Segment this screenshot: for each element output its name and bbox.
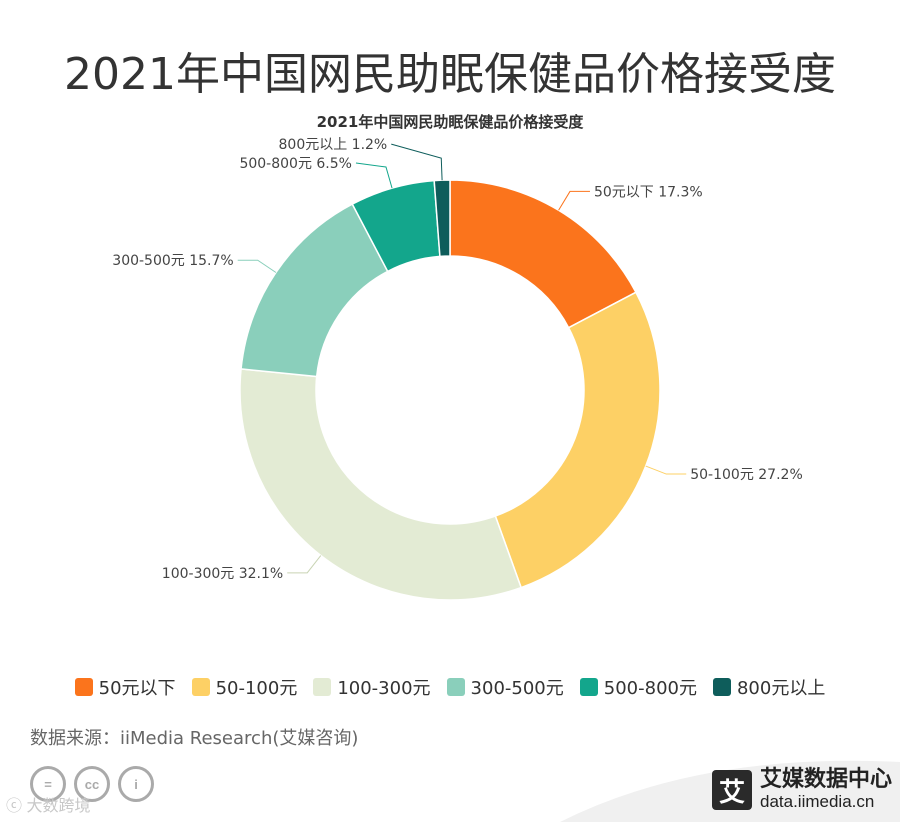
slice-5 bbox=[433, 179, 451, 258]
legend-swatch-5 bbox=[712, 678, 731, 696]
legend-swatch-2 bbox=[313, 678, 332, 696]
cc-equal-icon: = bbox=[30, 766, 66, 802]
slice-1 bbox=[494, 291, 661, 589]
legend-item-5: 800元以上 bbox=[712, 674, 826, 700]
legend-swatch-3 bbox=[446, 678, 465, 696]
data-label-1: 50-100元 27.2% bbox=[690, 467, 803, 483]
brand-name: 艾媒数据中心 bbox=[760, 767, 893, 792]
chart-legend: 50元以下 50-100元 100-300元 300-500元 500-800元 800元… bbox=[0, 674, 900, 700]
page-title: 2021年中国网民助眠保健品价格接受度 bbox=[64, 49, 836, 100]
legend-label-5: 800元以上 bbox=[736, 678, 826, 699]
data-label-5: 800元以上 1.2% bbox=[279, 137, 388, 153]
legend-swatch-0 bbox=[74, 678, 93, 696]
brand: 艾 艾媒数据中心 data.iimedia.cn bbox=[712, 768, 892, 812]
leader-line-3 bbox=[237, 259, 277, 273]
legend-swatch-1 bbox=[191, 678, 210, 696]
data-label-2: 100-300元 32.1% bbox=[162, 566, 283, 582]
license-icons: = cc i bbox=[30, 766, 154, 802]
data-label-0: 50元以下 17.3% bbox=[594, 184, 703, 200]
cc-logo-icon: cc bbox=[74, 766, 110, 802]
leader-line-1 bbox=[645, 465, 687, 475]
legend-item-0: 50元以下 bbox=[74, 674, 176, 700]
data-label-4: 500-800元 6.5% bbox=[239, 156, 352, 172]
slice-2 bbox=[239, 368, 523, 601]
legend-label-3: 300-500元 bbox=[470, 678, 564, 699]
legend-label-1: 50-100元 bbox=[215, 678, 298, 699]
data-source: 数据来源：iiMedia Research(艾媒咨询) bbox=[30, 728, 359, 749]
watermark: ⓒ 大数跨境 bbox=[6, 798, 91, 815]
legend-item-3: 300-500元 bbox=[446, 674, 564, 700]
brand-logo-icon: 艾 bbox=[712, 770, 752, 810]
legend-label-2: 100-300元 bbox=[337, 678, 431, 699]
legend-label-0: 50元以下 bbox=[98, 678, 176, 699]
cc-attribution-icon: i bbox=[118, 766, 154, 802]
leader-line-2 bbox=[287, 555, 322, 574]
leader-line-0 bbox=[558, 190, 590, 211]
leader-line-4 bbox=[355, 162, 393, 189]
chart-title: 2021年中国网民助眠保健品价格接受度 bbox=[316, 113, 584, 131]
legend-label-4: 500-800元 bbox=[603, 678, 697, 699]
slice-0 bbox=[449, 179, 637, 329]
legend-item-4: 500-800元 bbox=[579, 674, 697, 700]
leader-line-5 bbox=[391, 143, 443, 181]
legend-item-1: 50-100元 bbox=[191, 674, 298, 700]
legend-swatch-4 bbox=[579, 678, 598, 696]
data-label-3: 300-500元 15.7% bbox=[112, 253, 233, 269]
brand-url: data.iimedia.cn bbox=[760, 792, 875, 811]
legend-item-2: 100-300元 bbox=[313, 674, 431, 700]
